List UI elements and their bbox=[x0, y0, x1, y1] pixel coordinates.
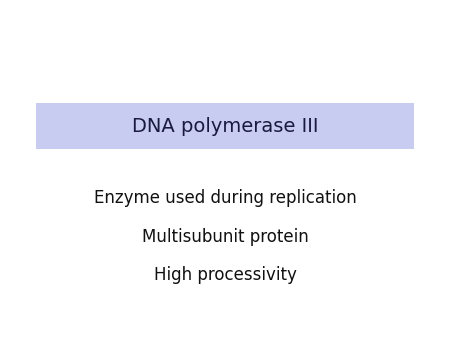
FancyBboxPatch shape bbox=[36, 103, 414, 149]
Text: Enzyme used during replication: Enzyme used during replication bbox=[94, 189, 356, 207]
Text: Multisubunit protein: Multisubunit protein bbox=[142, 227, 308, 246]
Text: High processivity: High processivity bbox=[153, 266, 297, 285]
Text: DNA polymerase III: DNA polymerase III bbox=[132, 117, 318, 136]
